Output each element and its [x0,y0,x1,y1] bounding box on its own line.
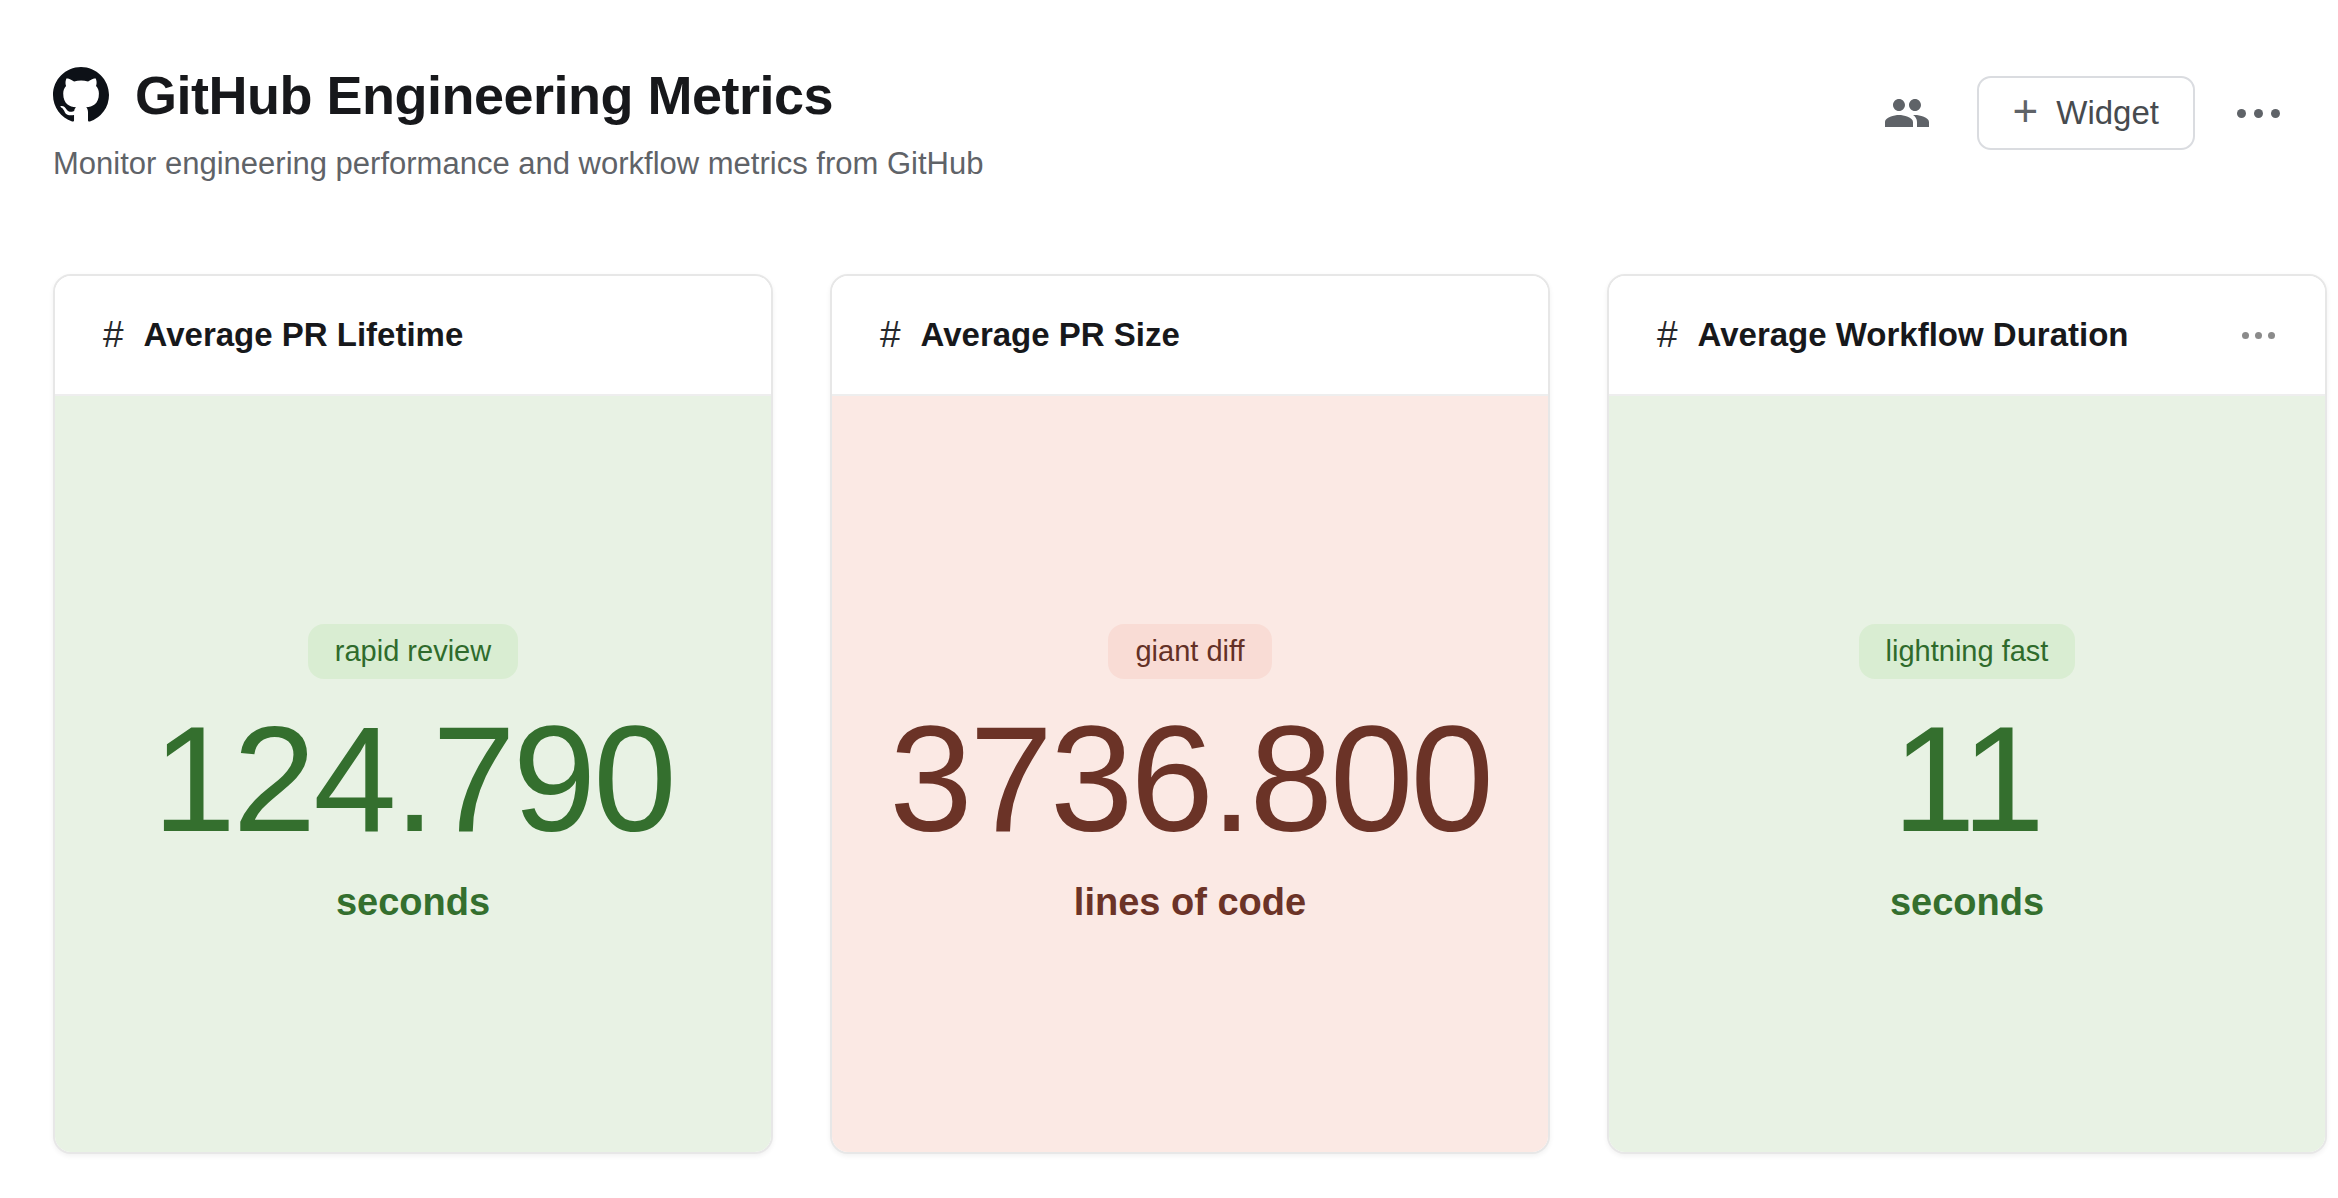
header-left: GitHub Engineering Metrics Monitor engin… [53,64,983,182]
metric-unit: lines of code [1074,881,1306,924]
card-header: # Average Workflow Duration [1609,276,2325,396]
widgets-row: # Average PR Lifetime rapid review 124.7… [0,274,2338,1154]
ellipsis-icon [2242,332,2275,339]
card-title: Average Workflow Duration [1698,316,2216,354]
people-icon [1883,89,1931,137]
github-logo-icon [53,67,109,123]
card-overflow-menu-button[interactable] [2236,326,2281,345]
hash-icon: # [103,314,124,356]
metric-unit: seconds [336,881,490,924]
widget-card-average-pr-lifetime: # Average PR Lifetime rapid review 124.7… [53,274,773,1154]
card-title: Average PR Size [921,316,1504,354]
status-badge: lightning fast [1859,624,2076,679]
hash-icon: # [880,314,901,356]
card-body: rapid review 124.790 seconds [55,396,771,1152]
page-subtitle: Monitor engineering performance and work… [53,146,983,182]
dashboard-page: GitHub Engineering Metrics Monitor engin… [0,0,2338,1198]
add-widget-button[interactable]: + Widget [1977,76,2195,150]
card-title: Average PR Lifetime [144,316,727,354]
metric-value: 124.790 [152,701,673,859]
header-actions: + Widget [1877,76,2282,150]
metric-unit: seconds [1890,881,2044,924]
plus-icon: + [2013,89,2039,133]
title-row: GitHub Engineering Metrics [53,64,983,126]
ellipsis-icon [2237,109,2280,118]
card-body: lightning fast 11 seconds [1609,396,2325,1152]
add-widget-label: Widget [2056,94,2159,132]
page-title: GitHub Engineering Metrics [135,64,833,126]
card-body: giant diff 3736.800 lines of code [832,396,1548,1152]
collaborators-button[interactable] [1877,83,1937,143]
card-header: # Average PR Size [832,276,1548,396]
hash-icon: # [1657,314,1678,356]
page-header: GitHub Engineering Metrics Monitor engin… [0,0,2338,182]
widget-card-average-pr-size: # Average PR Size giant diff 3736.800 li… [830,274,1550,1154]
widget-card-average-workflow-duration: # Average Workflow Duration lightning fa… [1607,274,2327,1154]
status-badge: giant diff [1108,624,1271,679]
status-badge: rapid review [308,624,518,679]
metric-value: 3736.800 [889,701,1491,859]
metric-value: 11 [1892,701,2042,859]
card-header: # Average PR Lifetime [55,276,771,396]
page-overflow-menu-button[interactable] [2235,101,2282,126]
